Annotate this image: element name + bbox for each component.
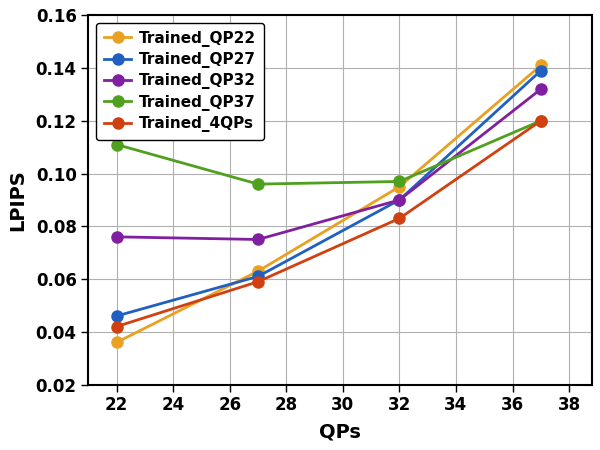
Trained_QP27: [254, 274, 262, 279]
Legend: Trained_QP22, Trained_QP27, Trained_QP32, Trained_QP37, Trained_4QPs: Trained_QP22, Trained_QP27, Trained_QP32…: [96, 23, 263, 140]
X-axis label: QPs: QPs: [319, 423, 361, 441]
Trained_QP32: [537, 86, 544, 92]
Trained_QP22: [537, 63, 544, 68]
Trained_QP32: [254, 237, 262, 242]
Trained_QP32: [113, 234, 121, 239]
Line: Trained_QP27: Trained_QP27: [111, 65, 547, 321]
Trained_QP27: [396, 197, 403, 202]
Trained_4QPs: [254, 279, 262, 284]
Trained_QP37: [537, 118, 544, 123]
Line: Trained_QP32: Trained_QP32: [111, 84, 547, 245]
Trained_4QPs: [537, 118, 544, 123]
Trained_QP22: [113, 340, 121, 345]
Trained_QP27: [113, 313, 121, 319]
Trained_QP37: [113, 142, 121, 147]
Trained_QP22: [396, 184, 403, 189]
Trained_4QPs: [396, 216, 403, 221]
Trained_QP27: [537, 68, 544, 73]
Trained_QP37: [254, 181, 262, 187]
Trained_QP32: [396, 197, 403, 202]
Trained_4QPs: [113, 324, 121, 329]
Line: Trained_4QPs: Trained_4QPs: [111, 115, 547, 332]
Y-axis label: LPIPS: LPIPS: [8, 169, 28, 231]
Trained_QP37: [396, 179, 403, 184]
Line: Trained_QP37: Trained_QP37: [111, 115, 547, 189]
Trained_QP22: [254, 269, 262, 274]
Line: Trained_QP22: Trained_QP22: [111, 60, 547, 348]
